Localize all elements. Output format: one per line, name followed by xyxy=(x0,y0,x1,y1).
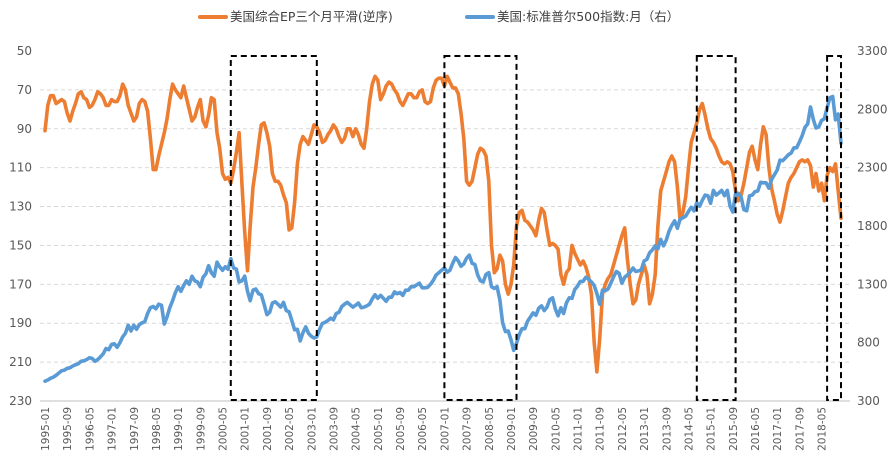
right-tick-label: 800 xyxy=(857,336,880,350)
left-tick-label: 70 xyxy=(17,83,32,97)
x-tick-label: 2007-01 xyxy=(439,407,451,451)
left-axis: 50 70 90 110 130 150 170 190 210 230 xyxy=(9,44,32,408)
left-tick-label: 170 xyxy=(9,277,32,291)
x-tick-label: 2003-09 xyxy=(328,407,340,451)
x-tick-label: 2001-09 xyxy=(262,407,274,451)
x-tick-label: 2005-09 xyxy=(395,407,407,451)
x-tick-label: 2009-01 xyxy=(506,407,518,451)
x-tick-label: 2017-09 xyxy=(794,407,806,451)
x-tick-label: 2011-01 xyxy=(573,407,585,451)
x-tick-label: 2015-09 xyxy=(728,407,740,451)
right-tick-label: 1800 xyxy=(857,219,888,233)
x-tick-label: 2013-09 xyxy=(661,407,673,451)
x-tick-label: 2002-05 xyxy=(284,407,296,451)
x-tick-label: 2018-05 xyxy=(817,407,829,451)
x-tick-label: 2013-01 xyxy=(639,407,651,451)
legend: 美国综合EP三个月平滑(逆序) 美国:标准普尔500指数:月（右） xyxy=(198,9,679,24)
x-tick-label: 2012-05 xyxy=(617,407,629,451)
right-tick-label: 3300 xyxy=(857,44,888,58)
left-tick-label: 230 xyxy=(9,394,32,408)
left-tick-label: 50 xyxy=(17,44,32,58)
x-tick-label: 2007-09 xyxy=(462,407,474,451)
right-tick-label: 1300 xyxy=(857,277,888,291)
legend-label-sp500: 美国:标准普尔500指数:月（右） xyxy=(497,9,679,24)
x-tick-label: 2006-05 xyxy=(417,407,429,451)
highlight-box xyxy=(443,55,518,401)
right-tick-label: 2300 xyxy=(857,161,888,175)
legend-label-ep: 美国综合EP三个月平滑(逆序) xyxy=(230,9,393,24)
x-tick-label: 1999-09 xyxy=(195,407,207,451)
x-tick-label: 1995-01 xyxy=(40,407,52,451)
left-tick-label: 90 xyxy=(17,122,32,136)
x-tick-label: 2010-05 xyxy=(550,407,562,451)
left-tick-label: 150 xyxy=(9,238,32,252)
x-tick-label: 2014-05 xyxy=(683,407,695,451)
left-tick-label: 130 xyxy=(9,200,32,214)
x-tick-label: 2015-01 xyxy=(706,407,718,451)
x-tick-label: 1999-01 xyxy=(173,407,185,451)
right-tick-label: 2800 xyxy=(857,102,888,116)
x-tick-label: 2005-01 xyxy=(373,407,385,451)
series-line-sp500 xyxy=(43,94,843,384)
x-tick-label: 2009-09 xyxy=(528,407,540,451)
x-tick-label: 2001-01 xyxy=(240,407,252,451)
x-tick-label: 2003-01 xyxy=(306,407,318,451)
left-tick-label: 110 xyxy=(9,161,32,175)
x-tick-label: 2000-05 xyxy=(218,407,230,451)
x-tick-label: 2017-01 xyxy=(772,407,784,451)
x-tick-label: 2016-05 xyxy=(750,407,762,451)
x-tick-label: 2011-09 xyxy=(595,407,607,451)
highlight-box xyxy=(229,55,318,401)
x-axis: 1995-01 1995-09 1996-05 1997-01 1997-09 1998-… xyxy=(40,407,829,451)
left-tick-label: 210 xyxy=(9,355,32,369)
highlight-boxes xyxy=(229,55,842,401)
series-line-ep xyxy=(43,74,843,374)
left-tick-label: 190 xyxy=(9,316,32,330)
x-tick-label: 1997-01 xyxy=(107,407,119,451)
x-tick-label: 1995-09 xyxy=(62,407,74,451)
x-tick-label: 1996-05 xyxy=(84,407,96,451)
x-tick-label: 2004-05 xyxy=(351,407,363,451)
x-tick-label: 2008-05 xyxy=(484,407,496,451)
highlight-box xyxy=(695,55,737,401)
x-tick-label: 1998-05 xyxy=(151,407,163,451)
highlight-box xyxy=(826,55,842,401)
x-tick-label: 1997-09 xyxy=(129,407,141,451)
right-tick-label: 300 xyxy=(857,394,880,408)
right-axis: 3300 2800 2300 1800 1300 800 300 xyxy=(857,44,888,408)
series-group xyxy=(43,74,843,384)
